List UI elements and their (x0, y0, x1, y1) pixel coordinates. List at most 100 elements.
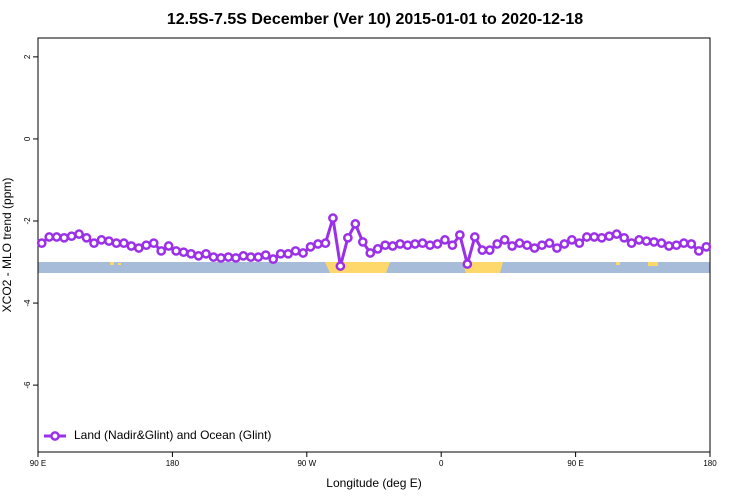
x-tick-label: 180 (166, 459, 180, 468)
data-point (417, 238, 428, 249)
data-point (484, 245, 495, 255)
data-point (193, 251, 204, 261)
data-point (298, 248, 308, 258)
data-point (245, 252, 256, 262)
x-tick-label: 180 (703, 459, 717, 468)
data-point (619, 232, 629, 243)
data-point (462, 259, 473, 269)
data-point (552, 243, 562, 253)
data-point (544, 238, 555, 249)
data-point (178, 247, 189, 258)
data-point (44, 232, 55, 242)
data-point (649, 237, 659, 247)
data-point (208, 252, 219, 262)
data-point (440, 235, 450, 245)
data-point (350, 219, 361, 229)
data-point (402, 240, 413, 251)
data-point (357, 237, 368, 247)
data-point (701, 241, 712, 252)
data-point (223, 252, 234, 262)
data-point (447, 240, 458, 251)
data-point (283, 248, 293, 259)
land-patch (616, 262, 620, 265)
x-tick-label: 90 E (30, 459, 46, 468)
data-point (305, 241, 316, 252)
data-point (133, 243, 144, 253)
land-patch (648, 262, 658, 266)
data-point (320, 238, 331, 249)
data-point (59, 232, 69, 243)
data-point (216, 253, 226, 263)
data-point (365, 248, 376, 258)
x-tick-label: 90 E (567, 459, 583, 468)
data-point (626, 238, 637, 249)
x-axis-label: Longitude (deg E) (326, 476, 421, 490)
data-point (126, 241, 137, 251)
data-point (81, 232, 92, 243)
data-point (693, 246, 704, 256)
chart-title: 12.5S-7.5S December (Ver 10) 2015-01-01 … (167, 11, 583, 28)
data-point (477, 245, 488, 255)
data-point (656, 238, 667, 249)
data-point (156, 246, 167, 256)
y-axis-label: XCO2 - MLO trend (ppm) (0, 178, 14, 313)
land-patch (118, 263, 121, 265)
x-tick-label: 90 W (297, 459, 316, 468)
data-point (634, 235, 644, 245)
data-point (66, 231, 77, 242)
data-point (111, 238, 122, 249)
data-point (507, 241, 517, 251)
data-point (596, 232, 607, 243)
land-patch (462, 262, 503, 273)
data-point (529, 243, 540, 253)
data-point (74, 229, 84, 239)
data-point (51, 232, 62, 242)
data-point (671, 240, 682, 251)
data-point (499, 235, 510, 245)
y-tick-label: 2 (23, 54, 32, 59)
y-tick-label: -2 (23, 217, 32, 225)
data-point (290, 246, 301, 256)
data-point (253, 252, 264, 262)
data-point (372, 244, 383, 254)
data-point (425, 240, 435, 251)
y-tick-label: -4 (23, 299, 32, 307)
data-point (641, 236, 652, 246)
data-point (589, 232, 600, 242)
data-point (201, 248, 211, 259)
data-point (522, 240, 532, 251)
land-patch (110, 262, 114, 265)
data-point (380, 240, 391, 251)
data-point (148, 238, 159, 249)
data-point (559, 239, 570, 249)
data-point (260, 250, 271, 260)
data-point (36, 238, 47, 249)
data-point (492, 239, 503, 249)
data-point (343, 232, 353, 243)
data-point (335, 261, 346, 271)
data-point (664, 241, 674, 251)
y-tick-label: 0 (23, 136, 32, 141)
data-point (119, 238, 129, 249)
data-point (163, 241, 174, 251)
data-point (171, 246, 181, 256)
data-point (141, 240, 152, 251)
legend-label: Land (Nadir&Glint) and Ocean (Glint) (74, 428, 271, 442)
data-point (567, 235, 577, 245)
data-point (469, 232, 480, 242)
data-point (96, 235, 107, 245)
data-point (537, 240, 547, 251)
data-point (455, 230, 465, 240)
land-patch (325, 262, 390, 273)
data-point (686, 239, 697, 249)
data-point (104, 236, 114, 246)
data-point (514, 238, 525, 249)
y-tick-label: -6 (23, 381, 32, 389)
data-point (604, 231, 615, 242)
data-point (231, 253, 241, 263)
data-point (313, 239, 323, 249)
data-point (679, 238, 689, 249)
data-point (89, 238, 99, 249)
data-point (387, 241, 398, 251)
data-point (275, 248, 286, 259)
